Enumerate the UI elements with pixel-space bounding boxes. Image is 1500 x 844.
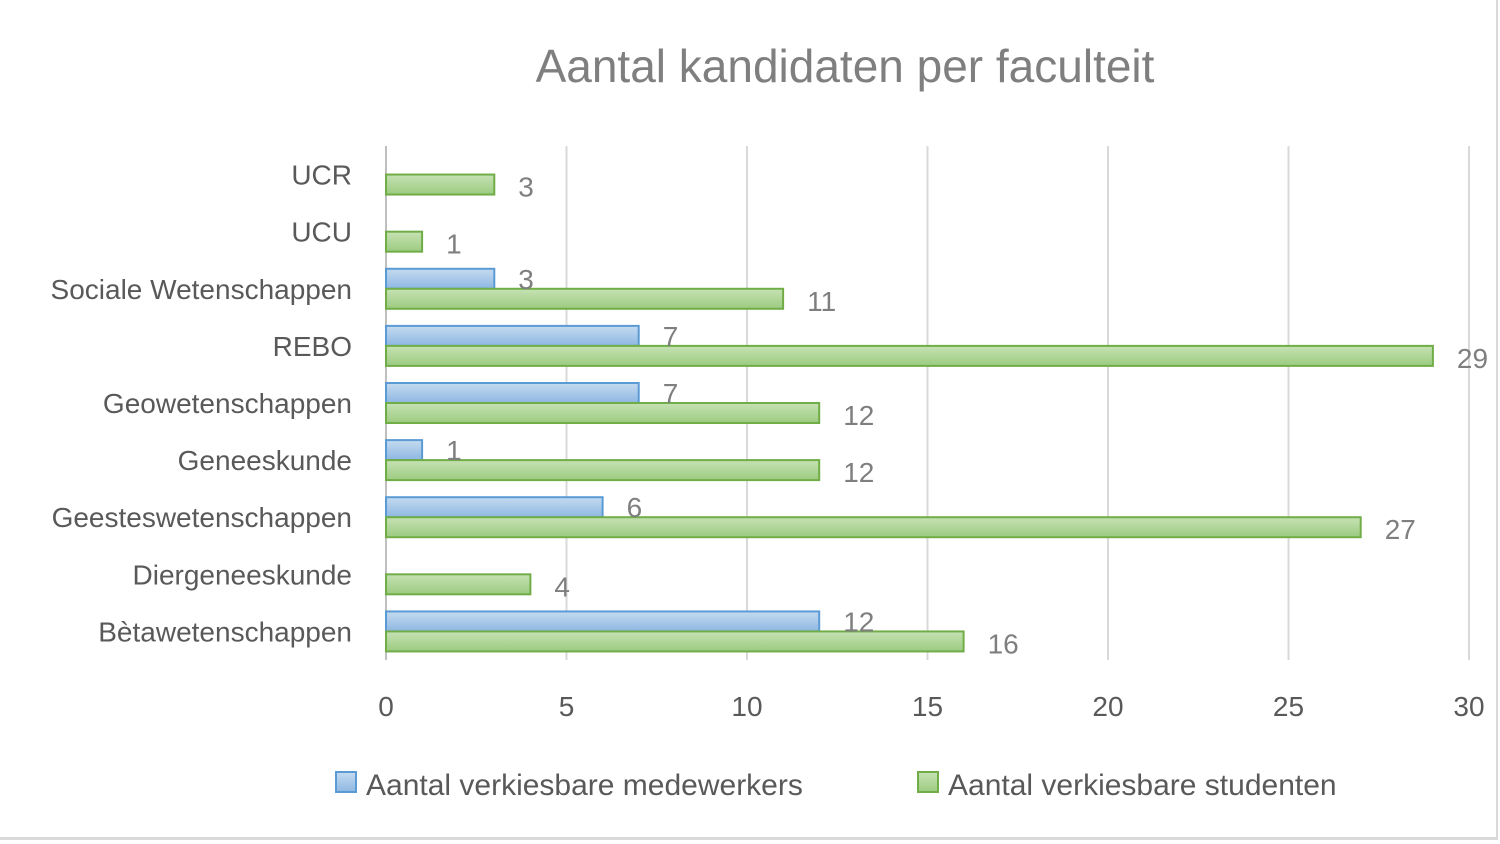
category-label: UCR [291,160,352,191]
category-label: Geowetenschappen [103,388,352,419]
x-tick-label: 30 [1453,691,1484,722]
category-label: Sociale Wetenschappen [51,274,352,305]
category-labels: Bètawetenschappen Diergeneeskunde Geestesw… [51,160,352,648]
data-label: 1 [446,229,462,260]
data-label: 16 [988,628,1019,659]
category-label: Geesteswetenschappen [52,502,352,533]
bar [385,630,965,653]
x-tick-label: 0 [378,691,394,722]
bar [385,459,821,482]
legend: Aantal verkiesbare medewerkers Aantal ver… [335,769,1337,802]
data-label: 3 [518,172,534,203]
data-label: 12 [843,606,874,637]
data-label: 1 [446,435,462,466]
bar [385,382,640,404]
category-label: Geneeskunde [178,445,352,476]
x-axis-ticks: 0 5 10 15 20 25 30 [378,691,1484,722]
data-label: 3 [518,264,534,295]
x-tick-label: 20 [1092,691,1123,722]
data-label: 27 [1385,514,1416,545]
data-label: 6 [627,492,643,523]
bar [385,439,424,462]
category-label: UCU [291,217,352,248]
data-label: 11 [807,286,836,317]
bar [385,516,1362,539]
data-label: 7 [663,378,679,409]
category-label: Diergeneeskunde [133,559,353,590]
x-tick-label: 10 [731,691,762,722]
x-tick-label: 25 [1273,691,1304,722]
bar [385,344,1434,367]
legend-swatch [335,771,357,793]
bar [385,230,424,253]
data-label: 4 [554,571,570,602]
bar [385,496,604,519]
legend-swatch [917,771,939,793]
bar [385,402,821,424]
bar [385,324,640,347]
data-label: 29 [1457,343,1488,374]
bar [385,173,496,196]
bar [385,573,532,596]
x-tick-label: 5 [559,691,575,722]
bar [385,267,496,290]
data-label: 7 [663,321,679,352]
data-label: 12 [843,457,874,488]
bar [385,287,785,310]
bar [385,610,821,633]
legend-label: Aantal verkiesbare medewerkers [366,769,803,802]
x-tick-label: 15 [912,691,943,722]
category-label: REBO [273,331,352,362]
chart-title: Aantal kandidaten per faculteit [536,40,1155,92]
legend-label: Aantal verkiesbare studenten [948,769,1337,802]
bars [385,173,1434,653]
category-label: Bètawetenschappen [98,616,352,647]
data-label: 12 [843,400,874,431]
